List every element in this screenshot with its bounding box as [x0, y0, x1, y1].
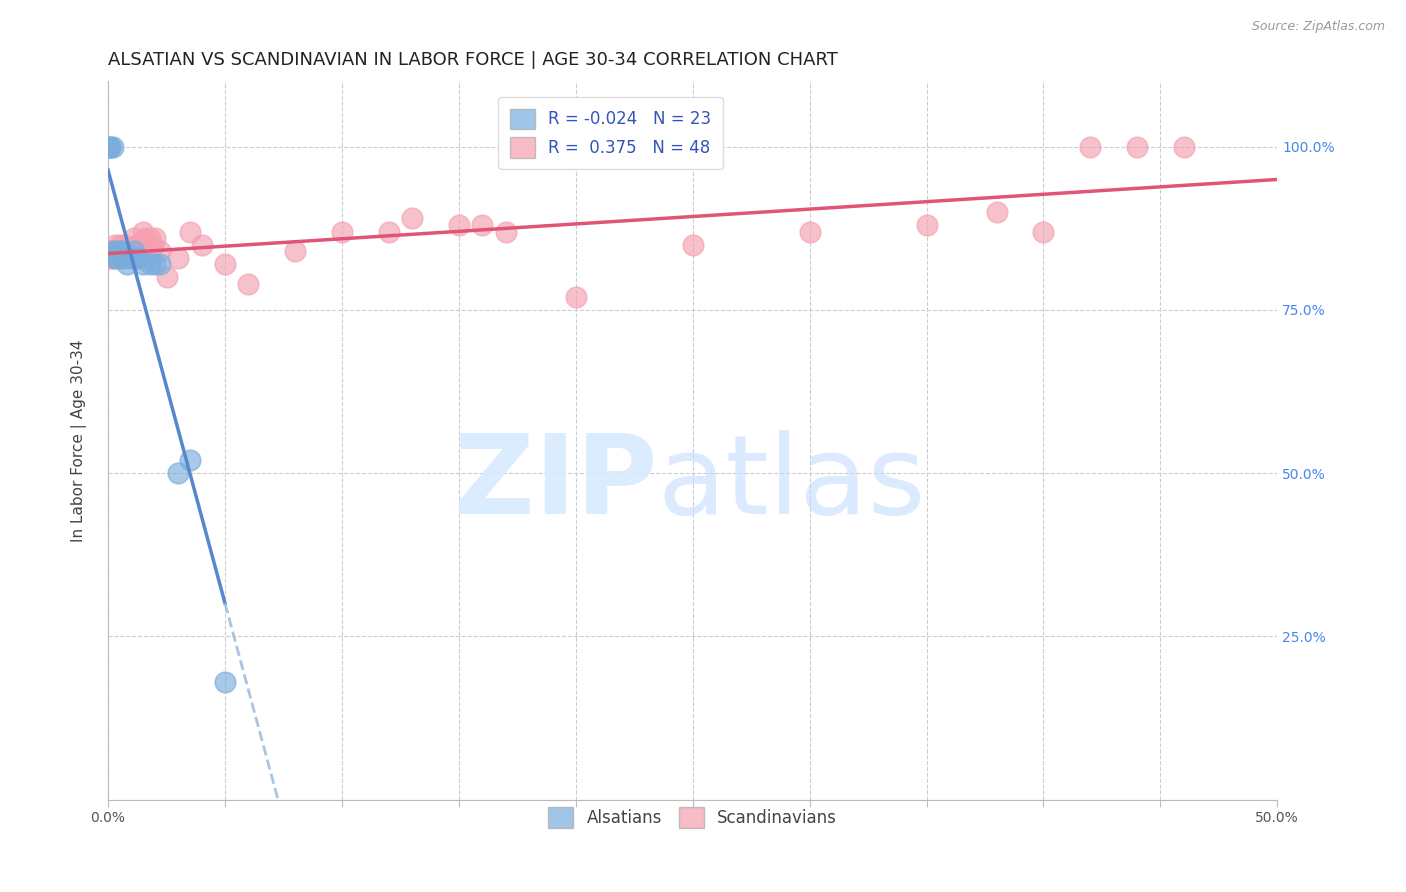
- Scandinavians: [118, 244, 141, 258]
- Scandinavians: [915, 218, 938, 232]
- Scandinavians: [330, 225, 353, 239]
- Alsatians: [100, 139, 122, 153]
- Scandinavians: [104, 244, 127, 258]
- Text: atlas: atlas: [658, 430, 927, 537]
- Scandinavians: [97, 251, 120, 265]
- Scandinavians: [401, 211, 423, 226]
- Scandinavians: [122, 231, 145, 245]
- Scandinavians: [148, 244, 170, 258]
- Scandinavians: [100, 244, 122, 258]
- Scandinavians: [107, 244, 129, 258]
- Alsatians: [104, 251, 127, 265]
- Scandinavians: [115, 244, 138, 258]
- Alsatians: [114, 251, 136, 265]
- Scandinavians: [1078, 139, 1101, 153]
- Alsatians: [125, 251, 148, 265]
- Scandinavians: [108, 237, 131, 252]
- Scandinavians: [134, 231, 156, 245]
- Legend: Alsatians, Scandinavians: Alsatians, Scandinavians: [541, 801, 844, 834]
- Scandinavians: [495, 225, 517, 239]
- Scandinavians: [1126, 139, 1149, 153]
- Alsatians: [107, 251, 129, 265]
- Scandinavians: [108, 251, 131, 265]
- Scandinavians: [167, 251, 190, 265]
- Scandinavians: [132, 225, 155, 239]
- Alsatians: [115, 257, 138, 271]
- Scandinavians: [100, 251, 122, 265]
- Scandinavians: [101, 251, 124, 265]
- Alsatians: [97, 139, 120, 153]
- Scandinavians: [1032, 225, 1054, 239]
- Scandinavians: [564, 290, 586, 304]
- Scandinavians: [120, 244, 142, 258]
- Alsatians: [108, 244, 131, 258]
- Alsatians: [101, 139, 124, 153]
- Scandinavians: [111, 244, 134, 258]
- Alsatians: [139, 257, 162, 271]
- Text: ALSATIAN VS SCANDINAVIAN IN LABOR FORCE | AGE 30-34 CORRELATION CHART: ALSATIAN VS SCANDINAVIAN IN LABOR FORCE …: [108, 51, 838, 69]
- Scandinavians: [1173, 139, 1195, 153]
- Alsatians: [127, 251, 149, 265]
- Scandinavians: [104, 237, 127, 252]
- Scandinavians: [129, 244, 152, 258]
- Alsatians: [132, 257, 155, 271]
- Alsatians: [111, 244, 134, 258]
- Alsatians: [143, 257, 166, 271]
- Scandinavians: [143, 231, 166, 245]
- Scandinavians: [377, 225, 399, 239]
- Alsatians: [101, 244, 124, 258]
- Scandinavians: [114, 237, 136, 252]
- Scandinavians: [682, 237, 704, 252]
- Alsatians: [214, 675, 236, 690]
- Alsatians: [179, 453, 201, 467]
- Scandinavians: [447, 218, 470, 232]
- Scandinavians: [136, 237, 159, 252]
- Scandinavians: [284, 244, 307, 258]
- Text: Source: ZipAtlas.com: Source: ZipAtlas.com: [1251, 20, 1385, 33]
- Scandinavians: [155, 270, 177, 285]
- Scandinavians: [238, 277, 260, 291]
- Scandinavians: [101, 244, 124, 258]
- Alsatians: [104, 244, 127, 258]
- Scandinavians: [799, 225, 821, 239]
- Scandinavians: [179, 225, 201, 239]
- Alsatians: [167, 466, 190, 480]
- Alsatians: [148, 257, 170, 271]
- Scandinavians: [190, 237, 212, 252]
- Scandinavians: [986, 205, 1008, 219]
- Scandinavians: [125, 237, 148, 252]
- Scandinavians: [127, 237, 149, 252]
- Alsatians: [122, 244, 145, 258]
- Scandinavians: [471, 218, 494, 232]
- Alsatians: [100, 139, 122, 153]
- Scandinavians: [141, 237, 163, 252]
- Text: ZIP: ZIP: [454, 430, 658, 537]
- Scandinavians: [139, 231, 162, 245]
- Alsatians: [120, 251, 142, 265]
- Y-axis label: In Labor Force | Age 30-34: In Labor Force | Age 30-34: [72, 339, 87, 541]
- Scandinavians: [214, 257, 236, 271]
